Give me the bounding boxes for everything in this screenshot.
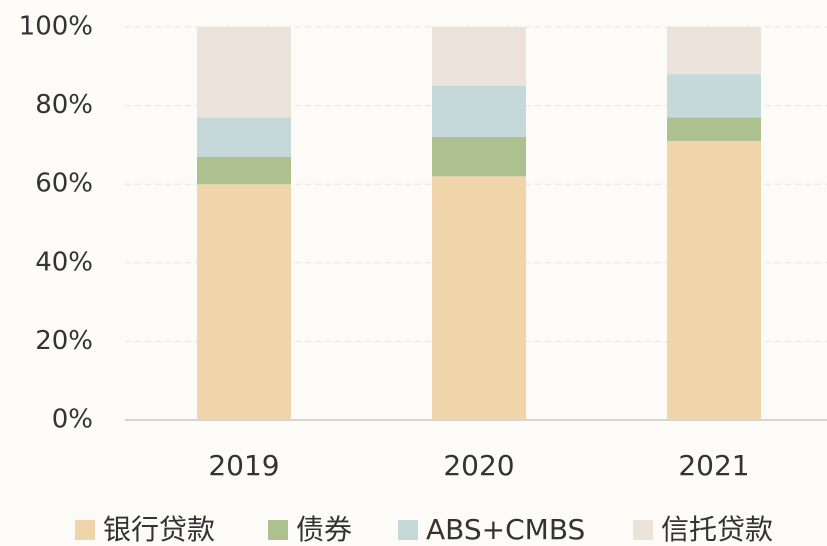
bar-segment	[197, 117, 291, 157]
legend-label: 债券	[296, 513, 352, 546]
bar-segment	[432, 27, 526, 86]
legend-label: ABS+CMBS	[426, 513, 585, 546]
y-tick-label: 20%	[35, 326, 93, 356]
bar-segment	[197, 27, 291, 118]
x-tick-label: 2020	[443, 449, 514, 482]
x-tick-label: 2021	[678, 449, 749, 482]
legend-label: 银行贷款	[103, 513, 215, 546]
x-tick-label: 2019	[208, 449, 279, 482]
y-tick-label: 40%	[35, 247, 93, 277]
y-tick-label: 100%	[19, 12, 93, 42]
bar-segment	[197, 184, 291, 420]
legend-swatch	[75, 520, 95, 540]
legend-swatch	[633, 520, 653, 540]
bar-segment	[432, 176, 526, 420]
y-tick-label: 0%	[52, 405, 93, 435]
bar-segment	[667, 74, 761, 118]
bar-segment	[667, 27, 761, 75]
y-tick-label: 80%	[35, 90, 93, 120]
bar-segment	[667, 117, 761, 141]
legend-swatch	[268, 520, 288, 540]
bar-segment	[432, 85, 526, 138]
bar-segment	[197, 156, 291, 185]
y-tick-label: 60%	[35, 169, 93, 199]
legend-swatch	[398, 520, 418, 540]
bar-segment	[667, 140, 761, 420]
bar-segment	[432, 137, 526, 177]
legend-label: 信托贷款	[661, 513, 773, 546]
